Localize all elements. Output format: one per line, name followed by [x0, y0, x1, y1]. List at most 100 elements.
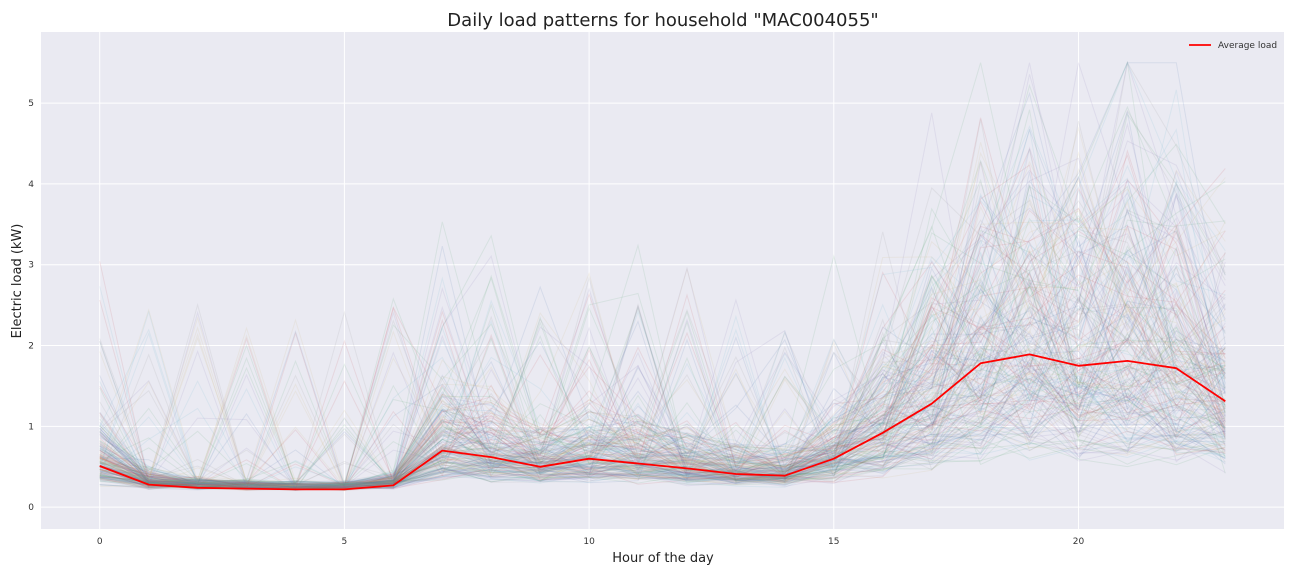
daily-profile-line: [99, 221, 1226, 488]
daily-profile-line: [99, 217, 1226, 487]
daily-profile-line: [99, 339, 1226, 490]
daily-profile-line: [99, 202, 1226, 489]
daily-profile-line: [99, 303, 1226, 488]
daily-profile-line: [99, 250, 1226, 490]
daily-profile-line: [99, 185, 1226, 490]
daily-profile-line: [99, 403, 1226, 490]
daily-profile-line: [99, 62, 1226, 488]
daily-profile-line: [99, 387, 1226, 489]
daily-profiles: [99, 60, 1226, 492]
daily-profile-line: [99, 171, 1226, 487]
daily-profile-line: [99, 278, 1226, 489]
daily-profile-line: [99, 179, 1226, 490]
daily-profile-line: [99, 122, 1226, 488]
daily-profile-line: [99, 197, 1226, 487]
daily-profile-line: [99, 293, 1226, 489]
daily-profile-line: [99, 387, 1226, 491]
daily-profile-line: [99, 200, 1226, 486]
daily-profile-line: [99, 113, 1226, 489]
daily-profile-line: [99, 185, 1226, 487]
daily-profile-line: [99, 285, 1226, 488]
y-axis-label: Electric load (kW): [10, 224, 25, 339]
daily-profile-line: [99, 278, 1226, 488]
daily-profile-line: [99, 217, 1226, 487]
daily-profile-line: [99, 230, 1226, 488]
daily-profile-line: [99, 310, 1226, 490]
daily-profile-line: [99, 239, 1226, 488]
daily-profile-line: [99, 109, 1226, 488]
daily-profile-line: [99, 126, 1226, 484]
daily-profile-line: [99, 177, 1226, 489]
daily-profile-line: [99, 321, 1226, 491]
daily-profile-line: [99, 140, 1226, 486]
daily-profile-line: [99, 305, 1226, 489]
x-tick-label: 10: [583, 537, 595, 547]
daily-profile-line: [99, 337, 1226, 490]
daily-profile-line: [99, 310, 1226, 490]
daily-profile-line: [99, 225, 1226, 488]
daily-profile-line: [99, 302, 1226, 489]
daily-profile-line: [99, 372, 1226, 490]
daily-profile-line: [99, 224, 1226, 490]
daily-profile-line: [99, 175, 1226, 489]
daily-profile-line: [99, 178, 1226, 491]
daily-profile-line: [99, 233, 1226, 489]
daily-profile-line: [99, 310, 1226, 487]
x-tick-label: 5: [342, 537, 348, 547]
daily-profile-line: [99, 180, 1226, 488]
daily-profile-line: [99, 314, 1226, 488]
daily-profile-line: [99, 207, 1226, 488]
daily-profile-line: [99, 229, 1226, 486]
daily-profile-line: [99, 74, 1226, 488]
daily-profile-line: [99, 303, 1226, 490]
daily-profile-line: [99, 249, 1226, 490]
daily-profile-line: [99, 61, 1226, 487]
average-load-line: [99, 353, 1226, 491]
daily-profile-line: [99, 195, 1226, 487]
daily-profile-line: [99, 386, 1226, 490]
daily-profile-line: [99, 334, 1226, 490]
daily-profile-line: [99, 231, 1226, 488]
daily-profile-line: [99, 230, 1226, 487]
daily-profile-line: [99, 164, 1226, 487]
daily-profile-line: [99, 209, 1226, 487]
daily-profile-line: [99, 347, 1226, 489]
daily-profile-line: [99, 164, 1226, 485]
daily-profile-line: [99, 304, 1226, 487]
daily-profile-line: [99, 339, 1226, 490]
daily-profile-line: [99, 330, 1226, 492]
daily-profile-line: [99, 264, 1226, 489]
daily-profile-line: [99, 272, 1226, 490]
daily-profile-line: [99, 312, 1226, 489]
daily-profile-line: [99, 317, 1226, 487]
daily-profile-line: [99, 248, 1226, 488]
daily-profile-line: [99, 151, 1226, 488]
daily-profile-line: [99, 310, 1226, 486]
daily-profile-line: [99, 250, 1226, 489]
daily-profile-line: [99, 304, 1226, 489]
daily-profile-line: [99, 338, 1226, 488]
y-tick-label: 0: [28, 503, 34, 513]
daily-profile-line: [99, 282, 1226, 488]
daily-profile-line: [99, 383, 1226, 489]
daily-profile-line: [99, 358, 1226, 488]
y-tick-label: 2: [28, 342, 34, 352]
daily-profile-line: [99, 159, 1226, 489]
daily-profile-line: [99, 264, 1226, 488]
daily-profile-line: [99, 330, 1226, 490]
daily-profile-line: [99, 62, 1226, 485]
daily-profile-line: [99, 318, 1226, 492]
daily-profile-line: [99, 179, 1226, 489]
daily-profile-line: [99, 207, 1226, 487]
daily-profile-line: [99, 182, 1226, 487]
daily-profile-line: [99, 224, 1226, 487]
x-tick-label: 15: [828, 537, 839, 547]
daily-profile-line: [99, 188, 1226, 490]
daily-profile-line: [99, 246, 1226, 488]
daily-profile-line: [99, 306, 1226, 488]
daily-profile-line: [99, 195, 1226, 488]
daily-profile-line: [99, 297, 1226, 489]
daily-profile-line: [99, 169, 1226, 487]
